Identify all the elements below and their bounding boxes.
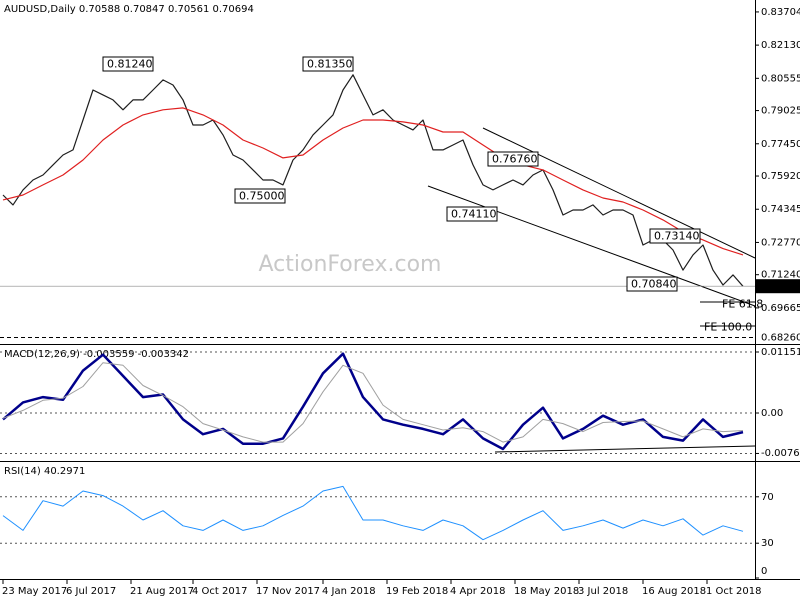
y-tick-label: 0.69665	[761, 303, 800, 314]
x-tick-label: 1 Oct 2018	[706, 586, 761, 597]
annotation: 0.75000	[239, 190, 285, 203]
x-tick-label: 18 May 2018	[514, 586, 579, 597]
y-tick-label: 0.74345	[761, 204, 800, 215]
annotation-box	[649, 228, 701, 244]
y-tick-label: 0	[761, 566, 767, 577]
y-tick-label: 0.72770	[761, 237, 800, 248]
annotation: 0.81350	[307, 58, 353, 71]
x-tick-label: 19 Feb 2018	[386, 586, 448, 597]
annotation: 0.81240	[107, 58, 153, 71]
x-tick-label: 6 Jul 2017	[66, 586, 116, 597]
y-tick-label: 0.011517	[761, 347, 800, 358]
annotation-box	[626, 276, 678, 292]
panel-title: RSI(14) 40.2971	[4, 466, 85, 477]
annotation-box	[446, 206, 498, 222]
x-tick-label: 21 Aug 2017	[130, 586, 194, 597]
trendline	[482, 127, 756, 259]
y-tick-label: -0.007634	[761, 448, 800, 459]
y-tick-label: 0.00	[761, 408, 783, 419]
watermark: ActionForex.com	[259, 252, 442, 277]
y-tick-label: 0.83704	[761, 7, 800, 18]
x-tick-label: 23 May 2017	[2, 586, 67, 597]
x-tick-label: 4 Apr 2018	[450, 586, 505, 597]
support-label: 0.68260	[761, 333, 800, 344]
annotation: 0.76760	[492, 153, 538, 166]
annotation-box	[487, 151, 539, 167]
annotation: 0.73140	[654, 230, 700, 243]
x-tick-label: 17 Nov 2017	[256, 586, 320, 597]
y-tick-label: 0.77450	[761, 139, 800, 150]
current-price-label: 0.70694	[760, 281, 800, 292]
annotation: FE 100.0	[704, 321, 752, 334]
x-tick-label: 16 Aug 2018	[642, 586, 706, 597]
panels: AUDUSD,Daily 0.70588 0.70847 0.70561 0.7…	[0, 4, 800, 597]
annotation: 0.74110	[451, 208, 497, 221]
series-line	[2, 362, 744, 443]
annotation-box	[102, 56, 154, 72]
x-tick-label: 4 Jan 2018	[322, 586, 376, 597]
panel-title: MACD(12,26,9) -0.003559 -0.003342	[4, 349, 189, 360]
x-tick-label: 3 Jul 2018	[578, 586, 628, 597]
y-tick-label: 0.82130	[761, 40, 800, 51]
x-tick-label: 4 Oct 2017	[192, 586, 247, 597]
y-tick-label: 70	[761, 492, 774, 503]
y-tick-label: 30	[761, 538, 774, 549]
series-line	[2, 107, 744, 256]
series-line	[2, 352, 744, 451]
annotation: 0.70840	[631, 278, 677, 291]
macd-trendline	[494, 445, 756, 453]
annotation-box	[302, 56, 354, 72]
y-tick-label: 0.79025	[761, 106, 800, 117]
annotation: FE 61.8	[722, 298, 763, 311]
current-price-box	[756, 279, 800, 294]
series-line	[2, 485, 744, 541]
y-tick-label: 0.75920	[761, 171, 800, 182]
y-tick-label: 0.71240	[761, 270, 800, 281]
y-tick-label: 0.80555	[761, 73, 800, 84]
panel-title: AUDUSD,Daily 0.70588 0.70847 0.70561 0.7…	[4, 4, 254, 15]
annotation-box	[234, 188, 286, 204]
series-line	[2, 74, 744, 287]
